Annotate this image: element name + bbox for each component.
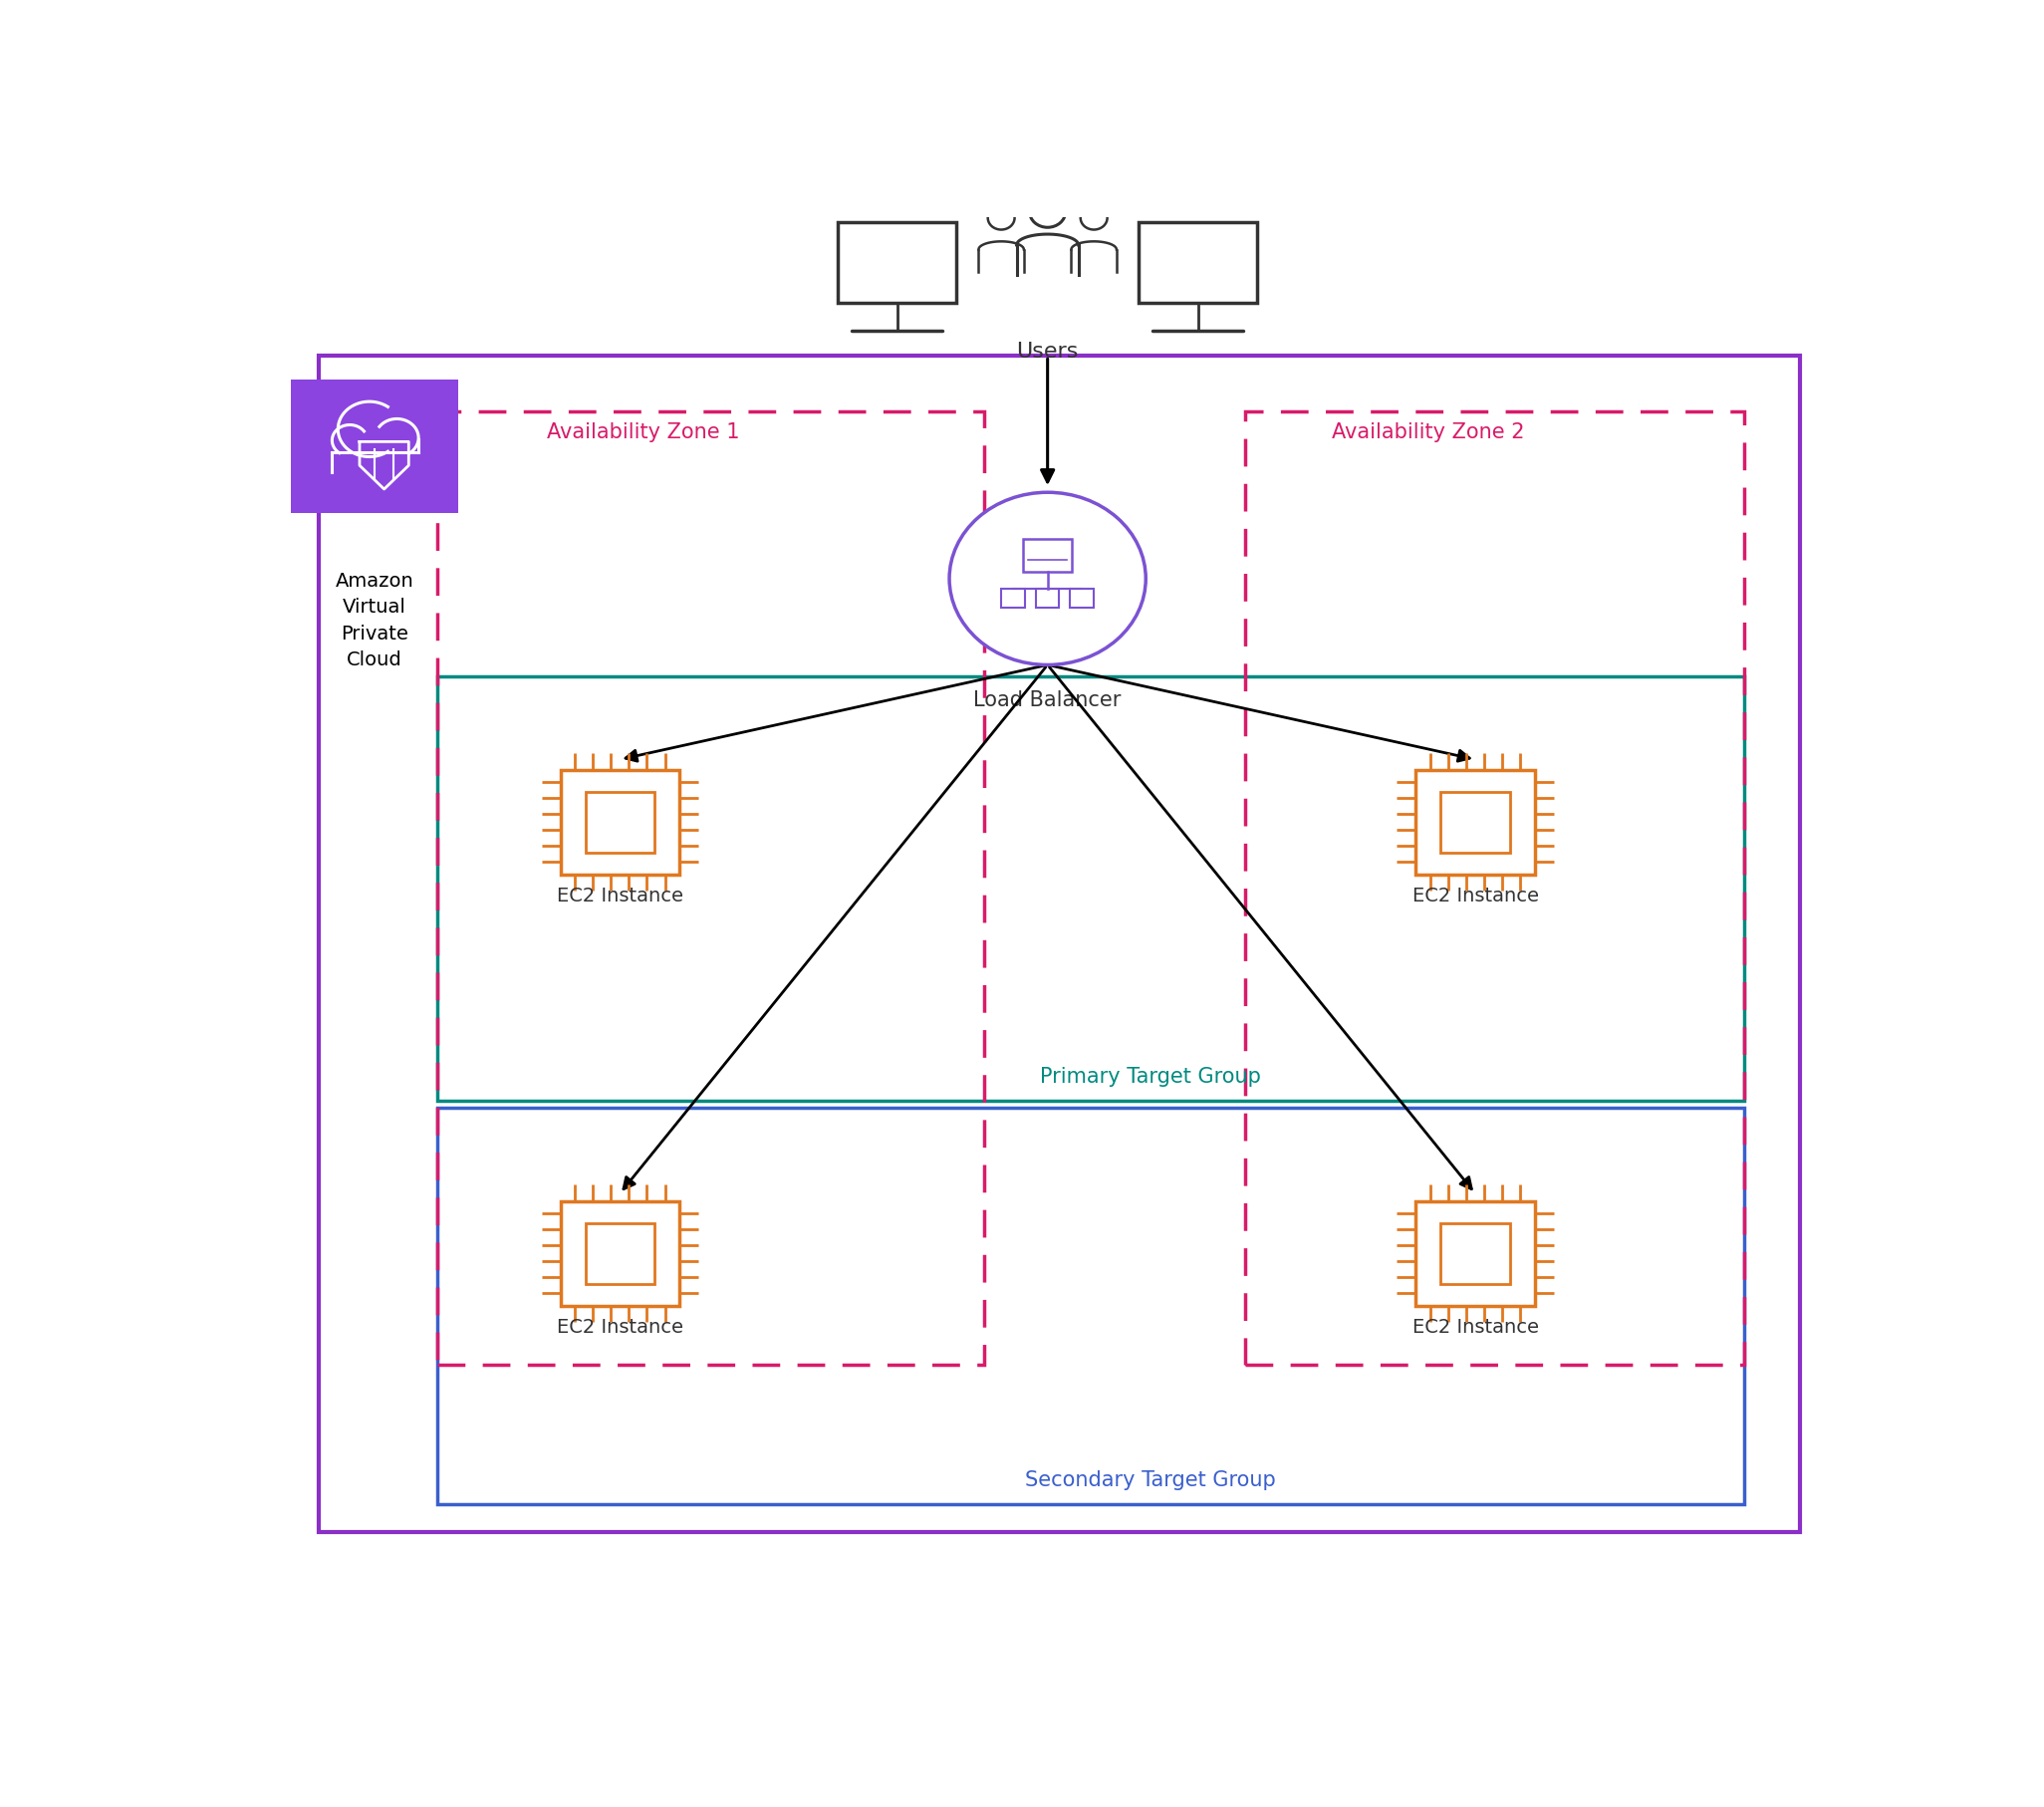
Bar	[1002, 589, 1024, 607]
Circle shape	[376, 419, 419, 457]
Text: Primary Target Group: Primary Target Group	[1040, 1066, 1261, 1086]
Bar	[1139, 222, 1257, 304]
Bar	[1441, 791, 1511, 853]
Bar	[1036, 589, 1059, 607]
Circle shape	[948, 492, 1147, 665]
Circle shape	[337, 401, 401, 457]
Bar	[1441, 1223, 1511, 1283]
Bar	[838, 222, 957, 304]
Text: Secondary Target Group: Secondary Target Group	[1026, 1471, 1275, 1491]
Bar	[290, 379, 458, 513]
Text: Availability Zone 2: Availability Zone 2	[1331, 423, 1525, 443]
Text: Users: Users	[1016, 342, 1079, 361]
Bar	[319, 356, 1801, 1532]
Bar	[560, 1202, 679, 1306]
Bar	[1022, 538, 1073, 571]
Circle shape	[331, 425, 368, 455]
Bar	[585, 791, 654, 853]
Bar	[1416, 1202, 1535, 1306]
Bar	[437, 676, 1746, 1100]
Bar	[1245, 412, 1744, 1364]
Bar	[560, 770, 679, 875]
Text: Load Balancer: Load Balancer	[973, 690, 1122, 710]
Bar	[585, 1223, 654, 1283]
Text: Amazon
Virtual
Private
Cloud: Amazon Virtual Private Cloud	[335, 571, 413, 670]
Text: EC2 Instance: EC2 Instance	[556, 1317, 683, 1337]
Text: Availability Zone 1: Availability Zone 1	[548, 423, 740, 443]
Bar	[437, 1108, 1746, 1503]
Text: EC2 Instance: EC2 Instance	[1412, 887, 1539, 905]
Text: EC2 Instance: EC2 Instance	[556, 887, 683, 905]
Text: EC2 Instance: EC2 Instance	[1412, 1317, 1539, 1337]
Bar	[1416, 770, 1535, 875]
Bar	[1071, 589, 1094, 607]
Bar	[437, 412, 983, 1364]
